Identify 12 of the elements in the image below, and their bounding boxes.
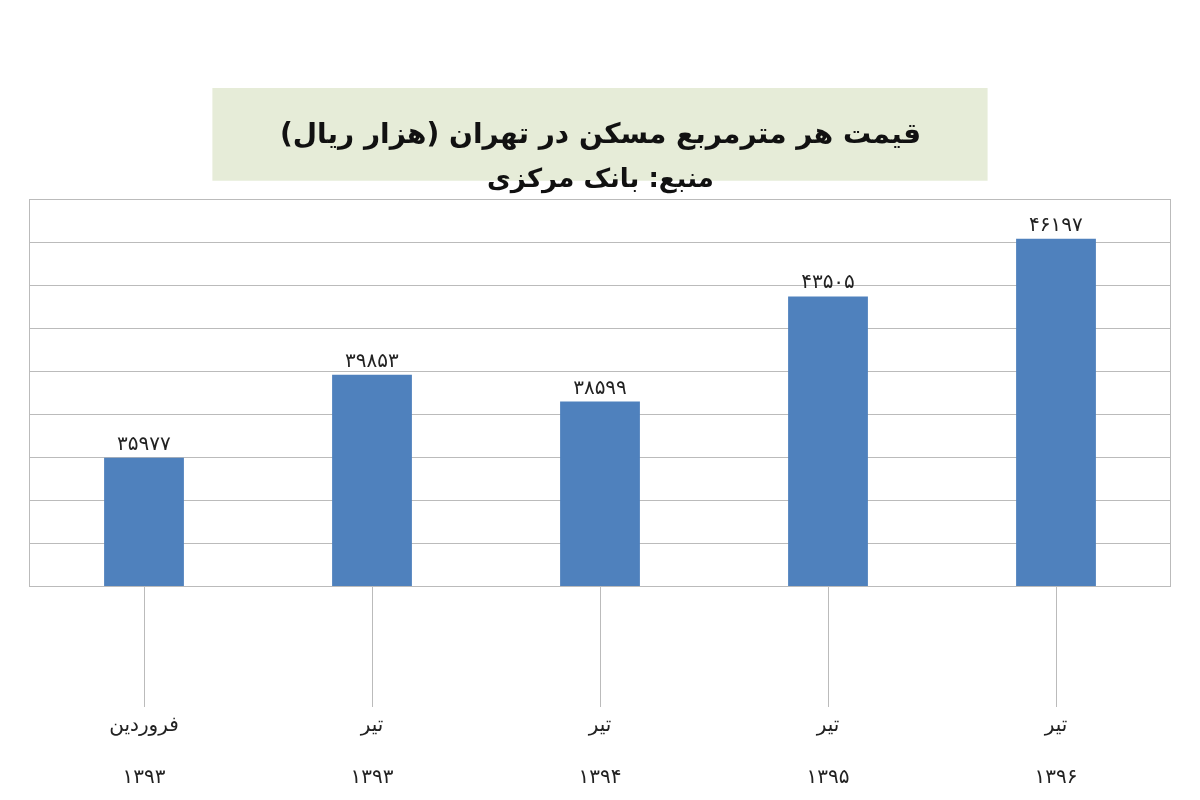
category-label: تیر ۱۳۹۵	[806, 712, 850, 788]
data-label: ۳۸۵۹۹	[573, 374, 627, 399]
data-label: ۳۵۹۷۷	[117, 430, 171, 455]
category-label: فروردین ۱۳۹۳	[109, 712, 179, 788]
category-label: تیر ۱۳۹۴	[578, 712, 622, 788]
data-label: ۴۳۵۰۵	[801, 269, 855, 294]
category-label: تیر ۱۳۹۳	[350, 712, 394, 788]
chart-subtitle: منبع: بانک مرکزی	[487, 163, 714, 194]
data-label: ۴۶۱۹۷	[1029, 211, 1083, 236]
data-label: ۳۹۸۵۳	[345, 347, 399, 372]
category-label: تیر ۱۳۹۶	[1034, 712, 1078, 788]
chart-title: قیمت هر مترمربع مسکن در تهران (هزار ریال)	[280, 117, 922, 150]
